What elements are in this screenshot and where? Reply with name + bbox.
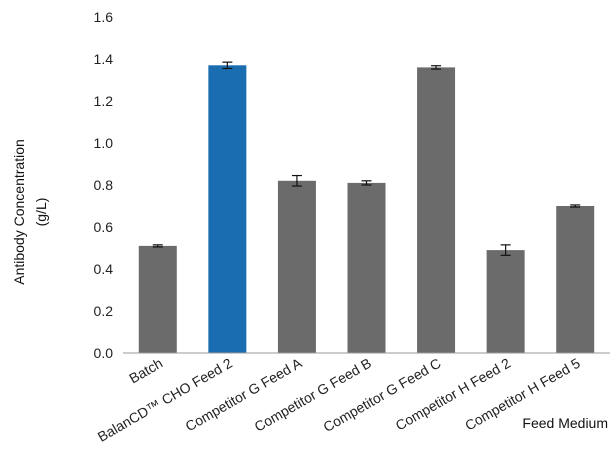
y-tick-label: 1.6	[94, 9, 114, 25]
bar	[138, 245, 177, 353]
y-tick-label: 1.0	[94, 135, 114, 151]
bar	[277, 180, 316, 353]
y-axis-ticks: 0.0 0.2 0.4 0.6 0.8 1.0 1.2 1.4 1.6	[94, 9, 114, 361]
x-category-label: Competitor G Feed A	[183, 354, 305, 434]
y-tick-label: 1.2	[94, 93, 114, 109]
y-tick-label: 0.6	[94, 219, 114, 235]
error-bar	[500, 244, 511, 256]
error-bars	[152, 61, 581, 256]
error-bar	[291, 174, 302, 187]
error-bar	[222, 61, 233, 70]
x-axis-title: Feed Medium	[522, 415, 608, 431]
error-bar	[570, 204, 581, 208]
x-category-label: Competitor H Feed 2	[393, 355, 514, 434]
bar	[208, 65, 247, 354]
y-axis-title: Antibody Concentration	[11, 139, 27, 285]
y-axis-title-unit: (g/L)	[33, 198, 49, 227]
bar	[347, 182, 386, 353]
y-tick-label: 0.8	[94, 177, 114, 193]
y-tick-label: 0.0	[94, 345, 114, 361]
bar	[417, 67, 456, 354]
error-bar	[431, 65, 442, 70]
bar	[556, 206, 595, 353]
bar	[486, 250, 525, 353]
x-category-label: Competitor G Feed C	[320, 355, 443, 435]
bars	[138, 65, 595, 354]
y-tick-label: 0.2	[94, 303, 114, 319]
x-category-label: Competitor G Feed B	[251, 355, 374, 435]
y-tick-label: 0.4	[94, 261, 114, 277]
y-tick-label: 1.4	[94, 51, 114, 67]
error-bar	[152, 244, 163, 248]
error-bar	[361, 180, 372, 186]
x-category-label: Batch	[126, 355, 165, 387]
